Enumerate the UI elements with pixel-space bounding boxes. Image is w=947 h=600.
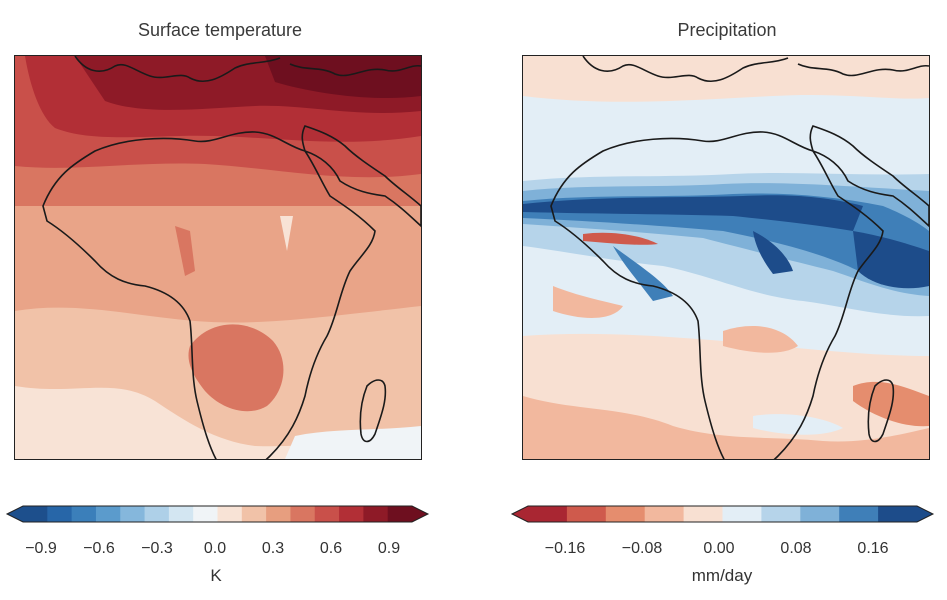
panel-title-temperature: Surface temperature (137, 20, 303, 40)
precipitation-colorbar-extend-high (917, 506, 933, 522)
temperature-colorbar-tick-label: 0.6 (319, 540, 343, 557)
temperature-colorbar-tick-label: 0.0 (203, 540, 227, 557)
precipitation-colorbar-extend-low (512, 506, 528, 522)
precipitation-colorbar-swatch (644, 506, 685, 522)
precipitation-colorbar-swatch (683, 506, 723, 522)
temperature-colorbar-swatch (144, 506, 170, 522)
precipitation-colorbar-swatch (566, 506, 607, 522)
temperature-colorbar-swatch (168, 506, 194, 522)
precipitation-colorbar-tick-label: 0.00 (703, 540, 735, 557)
precipitation-colorbar-tick-label: −0.08 (621, 540, 663, 557)
precipitation-colorbar-swatch (839, 506, 879, 522)
temperature-colorbar-swatch (71, 506, 97, 522)
precipitation-colorbar-swatch (761, 506, 801, 522)
precipitation-colorbar-swatch (800, 506, 840, 522)
precipitation-colorbar (510, 505, 935, 523)
temperature-colorbar-extend-low (7, 506, 23, 522)
precipitation-colorbar-swatch (605, 506, 646, 522)
temperature-colorbar-swatch (290, 506, 316, 522)
temperature-colorbar-swatch (363, 506, 389, 522)
temperature-colorbar-swatch (241, 506, 267, 522)
temperature-colorbar-swatch (95, 506, 121, 522)
temperature-colorbar-tick-label: 0.3 (261, 540, 285, 557)
precipitation-colorbar-tick-label: 0.16 (857, 540, 889, 557)
temperature-colorbar-swatch (387, 506, 413, 522)
precipitation-colorbar-tick-label: 0.08 (780, 540, 812, 557)
panel-title-precipitation: Precipitation (677, 20, 777, 40)
temperature-colorbar (5, 505, 430, 523)
temperature-colorbar-swatch (266, 506, 291, 522)
precipitation-map (522, 55, 930, 460)
temperature-map (14, 55, 422, 460)
temperature-colorbar-tick-label: −0.3 (141, 540, 173, 557)
temperature-colorbar-swatch (120, 506, 146, 522)
precipitation-colorbar-outline (510, 505, 935, 523)
temperature-colorbar-swatch (217, 506, 243, 522)
precipitation-colorbar-swatch (878, 506, 918, 522)
precipitation-unit-label: mm/day (691, 566, 753, 585)
temperature-colorbar-swatch (339, 506, 364, 522)
temperature-colorbar-outline (5, 505, 430, 523)
precipitation-colorbar-tick-label: −0.16 (544, 540, 586, 557)
temperature-unit-label: K (210, 566, 222, 585)
temperature-colorbar-tick-label: 0.9 (377, 540, 401, 557)
precipitation-colorbar-swatch (528, 506, 568, 522)
temperature-colorbar-tick-label: −0.9 (25, 540, 57, 557)
temperature-colorbar-swatch (47, 506, 73, 522)
temperature-colorbar-swatch (193, 506, 218, 522)
temperature-colorbar-swatch (314, 506, 340, 522)
precipitation-colorbar-swatch (722, 506, 762, 522)
temperature-colorbar-extend-high (412, 506, 428, 522)
temperature-colorbar-tick-label: −0.6 (83, 540, 115, 557)
temperature-colorbar-swatch (23, 506, 48, 522)
